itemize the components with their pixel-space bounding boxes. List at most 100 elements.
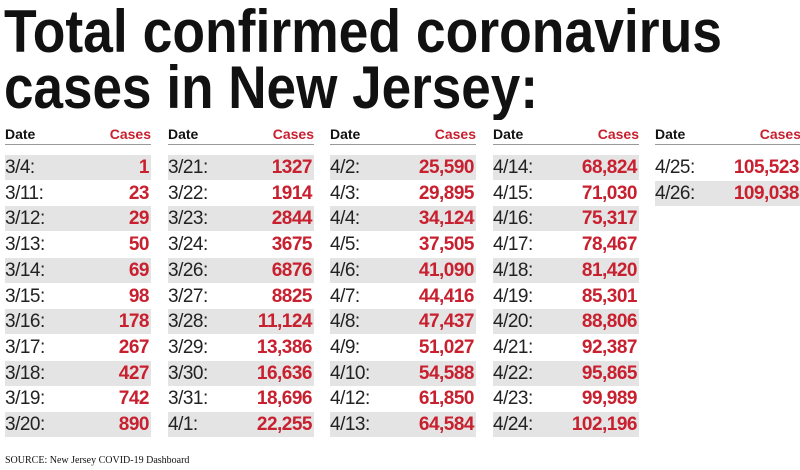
cases: 92,387	[581, 336, 638, 358]
table-header: Date Cases	[493, 122, 639, 145]
date: 3/18:	[5, 362, 45, 384]
table-header: Date Cases	[5, 122, 151, 145]
title-line: cases in New Jersey:	[4, 54, 538, 120]
cases: 427	[118, 362, 150, 384]
date: 4/13:	[330, 414, 370, 435]
header-cases: Cases	[597, 126, 639, 142]
cases: 61,850	[418, 388, 475, 410]
cases: 16,636	[256, 362, 313, 384]
date: 3/27:	[168, 285, 208, 307]
cases: 68,824	[581, 157, 638, 178]
date: 4/9:	[330, 336, 360, 358]
date: 3/16:	[5, 311, 45, 333]
date: 3/20:	[5, 414, 45, 435]
table-row: 4/7: 44,416	[330, 284, 476, 309]
table-row: 4/8: 47,437	[330, 309, 476, 335]
table-row: 3/15: 98	[5, 284, 151, 309]
cases: 1914	[271, 182, 313, 204]
table: Date Cases 4/25: 105,523 4/26: 109,038	[655, 122, 800, 206]
cases: 51,027	[418, 336, 475, 358]
cases: 2844	[271, 208, 313, 230]
date: 3/24:	[168, 234, 208, 256]
cases: 41,090	[418, 259, 475, 281]
date: 3/31:	[168, 388, 208, 410]
cases: 75,317	[581, 208, 638, 230]
table: Date Cases 4/14: 68,824 4/15: 71,030 4/16: 75,3…	[493, 122, 639, 437]
date: 4/18:	[493, 259, 533, 281]
cases: 102,196	[571, 414, 638, 435]
date: 3/15:	[5, 285, 45, 307]
date: 4/17:	[493, 234, 533, 256]
header-cases: Cases	[759, 126, 800, 142]
table-row: 3/19: 742	[5, 386, 151, 411]
date: 4/12:	[330, 388, 370, 410]
date: 4/3:	[330, 182, 360, 204]
cases: 29,895	[418, 182, 475, 204]
cases: 71,030	[581, 182, 638, 204]
cases: 44,416	[418, 285, 475, 307]
cases: 69	[128, 259, 150, 281]
date: 4/24:	[493, 414, 533, 435]
header-date: Date	[168, 126, 199, 142]
date: 4/23:	[493, 388, 533, 410]
date: 3/17:	[5, 336, 45, 358]
cases: 78,467	[581, 234, 638, 256]
cases: 22,255	[256, 414, 313, 435]
date: 4/25:	[655, 157, 695, 178]
cases: 81,420	[581, 259, 638, 281]
table-row: 3/12: 29	[5, 206, 151, 232]
table-row: 4/18: 81,420	[493, 257, 639, 283]
table-row: 3/29: 13,386	[168, 335, 314, 360]
table-row: 3/11: 23	[5, 181, 151, 206]
table-row: 4/12: 61,850	[330, 386, 476, 411]
title-line: Total confirmed coronavirus	[4, 0, 722, 65]
date: 3/11:	[5, 182, 44, 204]
table-row: 3/17: 267	[5, 335, 151, 360]
cases: 18,696	[256, 388, 313, 410]
cases: 11,124	[257, 311, 313, 333]
table-row: 4/16: 75,317	[493, 206, 639, 232]
table-row: 4/5: 37,505	[330, 232, 476, 257]
table-row: 4/26: 109,038	[655, 180, 800, 206]
date: 4/7:	[330, 285, 360, 307]
date: 3/12:	[5, 208, 45, 230]
table-row: 3/14: 69	[5, 257, 151, 283]
cases: 6876	[271, 259, 313, 281]
date: 4/4:	[330, 208, 360, 230]
cases: 47,437	[418, 311, 475, 333]
cases: 742	[118, 388, 150, 410]
table-row: 4/6: 41,090	[330, 257, 476, 283]
title: Total confirmed coronavirus cases in New…	[4, 0, 722, 120]
header-cases: Cases	[434, 126, 476, 142]
table-row: 3/13: 50	[5, 232, 151, 257]
date: 3/19:	[5, 388, 45, 410]
table-row: 4/21: 92,387	[493, 335, 639, 360]
cases: 890	[118, 414, 150, 435]
table-row: 3/23: 2844	[168, 206, 314, 232]
date: 4/21:	[493, 336, 533, 358]
table-row: 3/16: 178	[5, 309, 151, 335]
date: 4/19:	[493, 285, 533, 307]
header-cases: Cases	[109, 126, 151, 142]
table-row: 4/15: 71,030	[493, 181, 639, 206]
table-row: 3/31: 18,696	[168, 386, 314, 411]
date: 3/23:	[168, 208, 208, 230]
date: 3/21:	[168, 157, 208, 178]
cases: 1327	[271, 157, 313, 178]
cases: 267	[118, 336, 150, 358]
table-header: Date Cases	[330, 122, 476, 145]
table-row: 4/24: 102,196	[493, 412, 639, 437]
date: 4/15:	[493, 182, 533, 204]
table-row: 3/28: 11,124	[168, 309, 314, 335]
date: 4/1:	[168, 414, 198, 435]
cases: 105,523	[733, 157, 800, 178]
table-row: 3/22: 1914	[168, 181, 314, 206]
table-row: 4/22: 95,865	[493, 360, 639, 386]
table-row: 4/1: 22,255	[168, 412, 314, 437]
date: 3/30:	[168, 362, 208, 384]
cases: 95,865	[581, 362, 638, 384]
table-row: 3/20: 890	[5, 412, 151, 437]
cases: 54,588	[418, 362, 475, 384]
table-row: 3/30: 16,636	[168, 360, 314, 386]
